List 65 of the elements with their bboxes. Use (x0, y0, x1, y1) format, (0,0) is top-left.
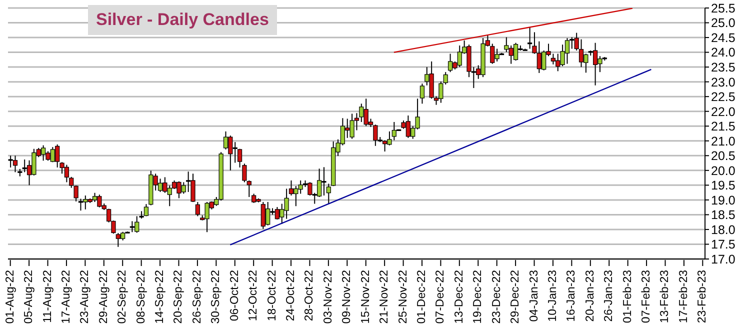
y-tick-label: 19.5 (711, 178, 736, 193)
x-tick-label: 13-Feb-23 (659, 270, 672, 324)
y-tick-label: 24.5 (711, 30, 736, 45)
y-tick-label: 17.0 (711, 252, 736, 266)
x-tick-label: 14-Sep-22 (154, 270, 166, 324)
x-tick-label: 11-Aug-22 (42, 270, 54, 323)
x-tick-label: 16-Jan-23 (566, 270, 578, 322)
y-tick-label: 20.5 (711, 149, 736, 164)
x-tick-label: 21-Nov-22 (378, 270, 391, 324)
x-tick-label: 17-Feb-23 (678, 270, 690, 324)
x-tick-label: 08-Sep-22 (135, 270, 148, 324)
x-tick-label: 07-Feb-23 (640, 270, 653, 324)
chart-title: Silver - Daily Candles (88, 5, 277, 35)
x-tick-label: 09-Nov-22 (341, 270, 354, 324)
y-tick-label: 25.5 (711, 1, 736, 16)
x-tick-label: 01-Aug-22 (4, 270, 16, 324)
x-tick-label: 03-Nov-22 (322, 270, 334, 324)
y-tick-label: 25.0 (711, 16, 736, 30)
candlestick (288, 180, 294, 196)
y-tick-label: 18.0 (711, 222, 736, 237)
x-tick-label: 19-Dec-22 (472, 270, 484, 324)
candlestick (144, 204, 149, 217)
x-tick-label: 10-Jan-23 (546, 270, 559, 322)
x-tick-label: 25-Nov-22 (397, 270, 410, 324)
y-tick-label: 18.5 (711, 208, 736, 222)
candlestick (420, 83, 425, 104)
x-tick-label: 18-Oct-22 (266, 270, 278, 322)
x-tick-label: 29-Aug-22 (98, 270, 110, 324)
y-tick-label: 20.0 (711, 164, 736, 178)
x-tick-label: 01-Dec-22 (416, 270, 428, 324)
candlestick (223, 130, 228, 150)
y-tick-label: 19.0 (711, 193, 736, 208)
y-tick-label: 22.0 (711, 104, 736, 119)
x-tick-label: 20-Jan-23 (584, 270, 596, 322)
y-tick-label: 24.0 (711, 46, 736, 60)
x-tick-label: 04-Jan-23 (528, 270, 540, 322)
x-tick-label: 28-Oct-22 (304, 270, 316, 322)
candlestick (78, 198, 84, 212)
x-tick-label: 24-Oct-22 (285, 270, 298, 322)
x-tick-label: 26-Jan-23 (603, 270, 616, 322)
x-tick-label: 07-Dec-22 (434, 270, 447, 324)
x-tick-label: 15-Nov-22 (360, 270, 372, 324)
x-tick-label: 23-Feb-23 (696, 270, 709, 324)
x-tick-label: 05-Aug-22 (23, 270, 36, 324)
x-tick-label: 30-Sep-22 (210, 270, 222, 324)
x-tick-label: 01-Feb-23 (622, 270, 634, 324)
x-tick-label: 17-Aug-22 (60, 270, 72, 324)
candlestick (195, 202, 200, 217)
x-tick-label: 26-Sep-22 (191, 270, 204, 324)
x-tick-label: 13-Dec-22 (453, 270, 466, 324)
x-tick-label: 23-Aug-22 (79, 270, 92, 324)
candlestick (326, 183, 331, 204)
y-tick-label: 22.5 (711, 90, 736, 104)
candlestick (443, 72, 448, 85)
y-tick-label: 23.0 (711, 75, 736, 90)
y-tick-label: 21.0 (711, 134, 736, 148)
y-tick-label: 21.5 (711, 120, 736, 134)
x-tick-label: 23-Dec-22 (490, 270, 503, 324)
x-tick-label: 29-Dec-22 (510, 270, 522, 324)
y-tick-label: 23.5 (711, 60, 736, 74)
x-tick-label: 20-Sep-22 (172, 270, 185, 324)
x-tick-label: 06-Oct-22 (228, 270, 241, 322)
x-tick-label: 12-Oct-22 (248, 270, 260, 322)
x-tick-label: 02-Sep-22 (116, 270, 129, 324)
y-tick-label: 17.5 (711, 238, 736, 252)
